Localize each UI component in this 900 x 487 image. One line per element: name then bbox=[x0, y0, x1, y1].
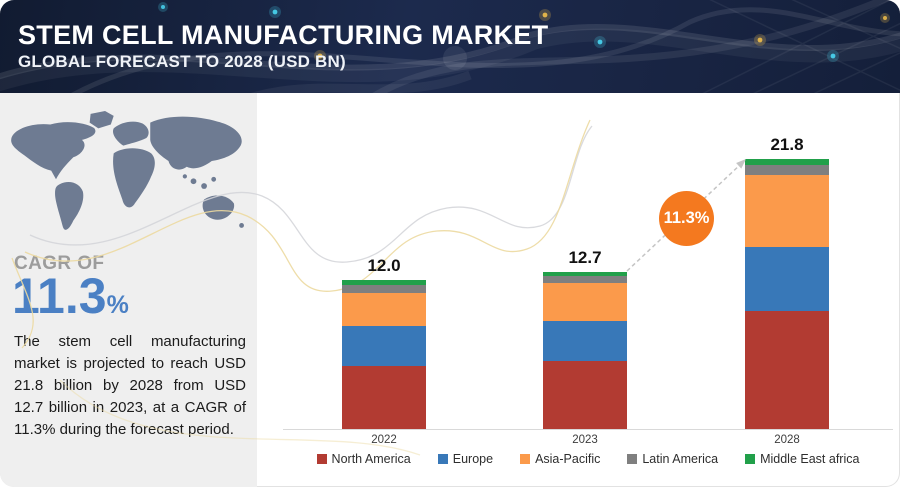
bar-segment bbox=[745, 311, 829, 429]
legend-swatch-icon bbox=[520, 454, 531, 464]
header-network-graphic bbox=[0, 0, 900, 93]
legend-item: Asia-Pacific bbox=[520, 452, 600, 466]
cagr-percent-sign: % bbox=[106, 291, 129, 319]
market-summary-text: The stem cell manufacturing market is pr… bbox=[14, 333, 246, 439]
header-banner: STEM CELL MANUFACTURING MARKET GLOBAL FO… bbox=[0, 0, 900, 93]
bar-segment bbox=[745, 158, 829, 165]
x-axis-line bbox=[283, 429, 893, 430]
bar-total-label: 12.0 bbox=[367, 256, 401, 276]
legend-item: Europe bbox=[437, 452, 494, 466]
bar-segment bbox=[745, 246, 829, 312]
legend-label: Latin America bbox=[642, 452, 719, 466]
bar-segment bbox=[543, 276, 627, 283]
legend-swatch-icon bbox=[437, 454, 448, 464]
legend-swatch-icon bbox=[627, 454, 638, 464]
bar-segment bbox=[342, 292, 426, 327]
bar-segment bbox=[543, 360, 627, 429]
x-axis-label: 2023 bbox=[572, 434, 598, 446]
bar-total-label: 12.7 bbox=[568, 247, 602, 267]
chart-legend: North America Europe Asia-Pacific Latin Ame… bbox=[283, 452, 893, 466]
legend-swatch-icon bbox=[745, 454, 756, 464]
report-title: STEM CELL MANUFACTURING MARKET bbox=[18, 20, 549, 50]
legend-label: Middle East africa bbox=[760, 452, 860, 466]
bar-segment bbox=[342, 326, 426, 366]
bar-segment bbox=[342, 285, 426, 293]
bar-segment bbox=[543, 321, 627, 361]
bar-segment bbox=[342, 280, 426, 286]
bar-segment bbox=[543, 282, 627, 322]
legend-item: Middle East africa bbox=[745, 452, 859, 466]
legend-label: Asia-Pacific bbox=[535, 452, 601, 466]
bar-segment bbox=[342, 365, 426, 429]
legend-label: North America bbox=[331, 452, 411, 466]
legend-item: North America bbox=[316, 452, 411, 466]
bar-total-label: 21.8 bbox=[770, 134, 804, 154]
legend-item: Latin America bbox=[627, 452, 718, 466]
bar-segment bbox=[745, 164, 829, 175]
legend-swatch-icon bbox=[316, 454, 327, 464]
cagr-callout-badge: 11.3% bbox=[659, 191, 714, 246]
legend-label: Europe bbox=[452, 452, 494, 466]
bar-segment bbox=[745, 174, 829, 247]
bar-segment bbox=[543, 271, 627, 277]
x-axis-label: 2022 bbox=[371, 434, 397, 446]
x-axis-label: 2028 bbox=[774, 434, 800, 446]
report-subtitle: GLOBAL FORECAST TO 2028 (USD BN) bbox=[18, 52, 346, 71]
